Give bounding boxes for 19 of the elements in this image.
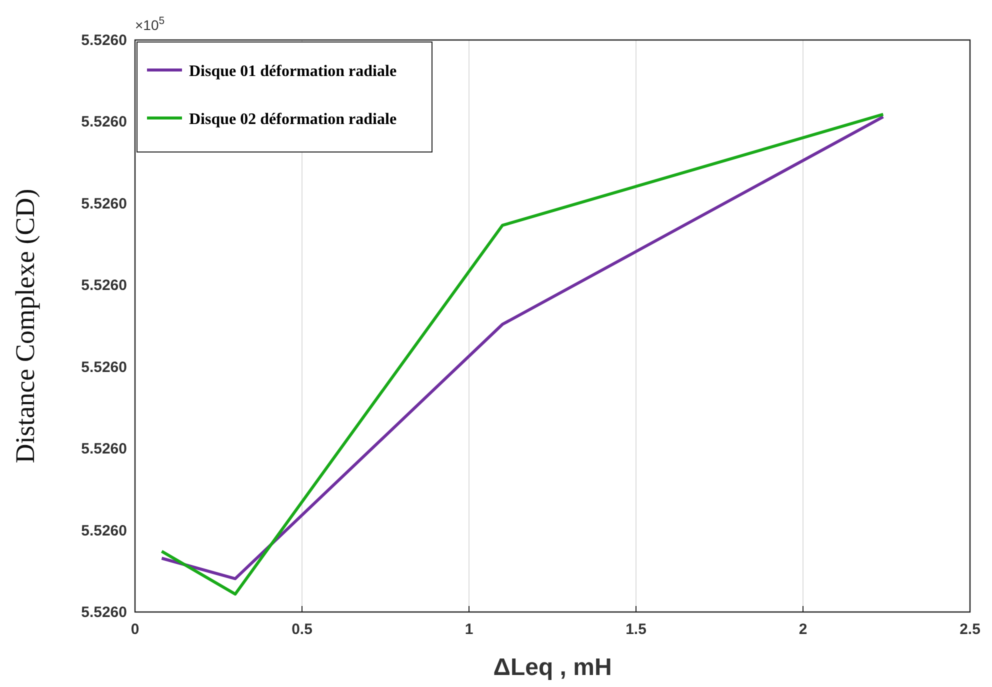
text: 5.5260 [81,32,127,49]
x-tick-label: 0 [130,621,140,638]
text: 5.5260 [81,358,127,376]
text: 5.5260 [81,440,127,458]
legend-label: Disque 02 déformation radiale [189,111,397,128]
text: 5.5260 [81,114,127,131]
text: 5.5260 [81,604,127,621]
text: ×10$^{5}$ [135,15,165,33]
text: 5.5260 [81,522,127,540]
legend-label: Disque 01 déformation radiale [189,63,397,80]
x-tick-label: 2 [798,621,808,638]
text: 5.5260 [81,195,127,212]
x-tick-label: 2.5 [960,621,980,638]
x-tick-label: 1 [464,621,474,638]
text: 5.5260 [81,277,127,294]
x-tick-label: 0.5 [292,621,312,638]
y-axis-title: Distance Complexe (CD) [10,188,40,464]
x-tick-label: 1.5 [626,621,646,638]
x-axis-title: ΔLeq , mH [493,654,612,681]
